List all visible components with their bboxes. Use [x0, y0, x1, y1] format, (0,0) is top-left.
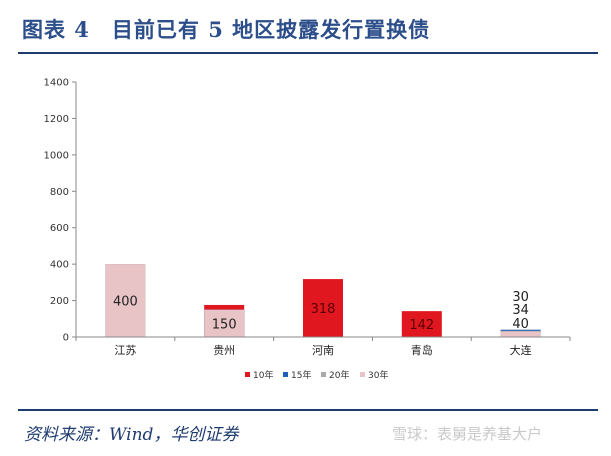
title-divider — [18, 52, 598, 54]
bar-data-label: 150 — [212, 317, 237, 332]
bar-segment — [204, 309, 245, 337]
watermark: 雪球：表舅是养基大户 — [392, 425, 543, 443]
legend-label: 10年 — [253, 369, 273, 381]
bar-data-label: 400 — [113, 295, 138, 310]
x-category-label: 河南 — [312, 344, 334, 357]
chart-title: 图表 4 目前已有 5 地区披露发行置换债 — [22, 17, 431, 42]
bar-segment — [500, 331, 541, 337]
y-tick-label: 200 — [50, 296, 69, 307]
bar-data-label: 40 — [512, 317, 529, 332]
x-category-label: 江苏 — [114, 344, 136, 357]
y-tick-label: 600 — [50, 223, 69, 234]
legend-label: 20年 — [329, 369, 349, 381]
source-note: 资料来源：Wind，华创证券 — [24, 425, 239, 445]
bars: 400400400176150150318142403430 — [105, 264, 541, 337]
legend-swatch — [245, 372, 250, 377]
bar-segment — [303, 279, 343, 337]
bar-data-label: 318 — [311, 302, 336, 317]
x-category-label: 大连 — [510, 343, 532, 357]
y-tick-label: 800 — [50, 187, 69, 198]
legend-label: 30年 — [368, 369, 388, 381]
legend-label: 15年 — [291, 369, 311, 381]
x-category-label: 青岛 — [411, 343, 433, 357]
y-tick-label: 1000 — [44, 150, 69, 161]
y-tick-label: 400 — [50, 260, 69, 271]
y-axis: 0 200 400 600 800 1000 1200 1400 — [44, 78, 77, 344]
x-axis: 江苏 贵州 河南 青岛 大连 — [75, 336, 571, 357]
bar-data-label: 30 — [512, 290, 529, 305]
bar-data-label: 34 — [512, 303, 529, 318]
y-tick-label: 0 — [63, 333, 69, 344]
legend-swatch — [360, 372, 365, 377]
bar-segment — [401, 311, 442, 337]
x-category-label: 贵州 — [213, 344, 235, 357]
legend-swatch — [321, 372, 326, 377]
source-divider — [18, 409, 598, 411]
y-tick-label: 1400 — [44, 78, 69, 89]
legend: 10年 15年 20年 30年 — [245, 369, 388, 381]
y-tick-label: 1200 — [44, 114, 69, 125]
legend-swatch — [283, 372, 288, 377]
bar-data-label: 142 — [409, 318, 434, 333]
bar-segment — [105, 264, 146, 337]
